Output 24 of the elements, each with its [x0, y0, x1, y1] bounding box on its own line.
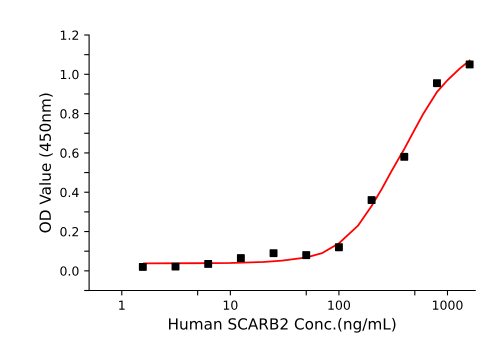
y-tick-label: 0.6	[60, 148, 79, 158]
y-tick-label: 0.4	[60, 188, 79, 198]
x-tick-label: 100	[328, 300, 350, 310]
point	[466, 60, 474, 68]
point	[400, 152, 408, 161]
x-tick-label: 1	[119, 300, 125, 310]
point	[334, 243, 343, 252]
y-tick-label: 0.2	[60, 227, 78, 236]
point	[138, 262, 147, 271]
y-tick-label: 0.8	[60, 109, 79, 119]
y-tick-label: 1.2	[60, 30, 78, 40]
x-axis-title: Human SCARB2 Conc.(ng/mL)	[169, 318, 396, 333]
point	[236, 254, 245, 262]
point	[204, 260, 212, 268]
point	[302, 251, 310, 260]
x-tick-label: 1000	[432, 300, 463, 310]
x-tick-label: 10	[224, 300, 238, 310]
point	[368, 196, 376, 204]
y-axis-title: OD Value (450nm)	[39, 94, 53, 232]
y-tick-label: 1.0	[60, 70, 79, 80]
y-tick-label: 0.0	[60, 266, 79, 276]
point	[172, 262, 180, 270]
point	[433, 79, 441, 88]
point	[270, 249, 278, 258]
